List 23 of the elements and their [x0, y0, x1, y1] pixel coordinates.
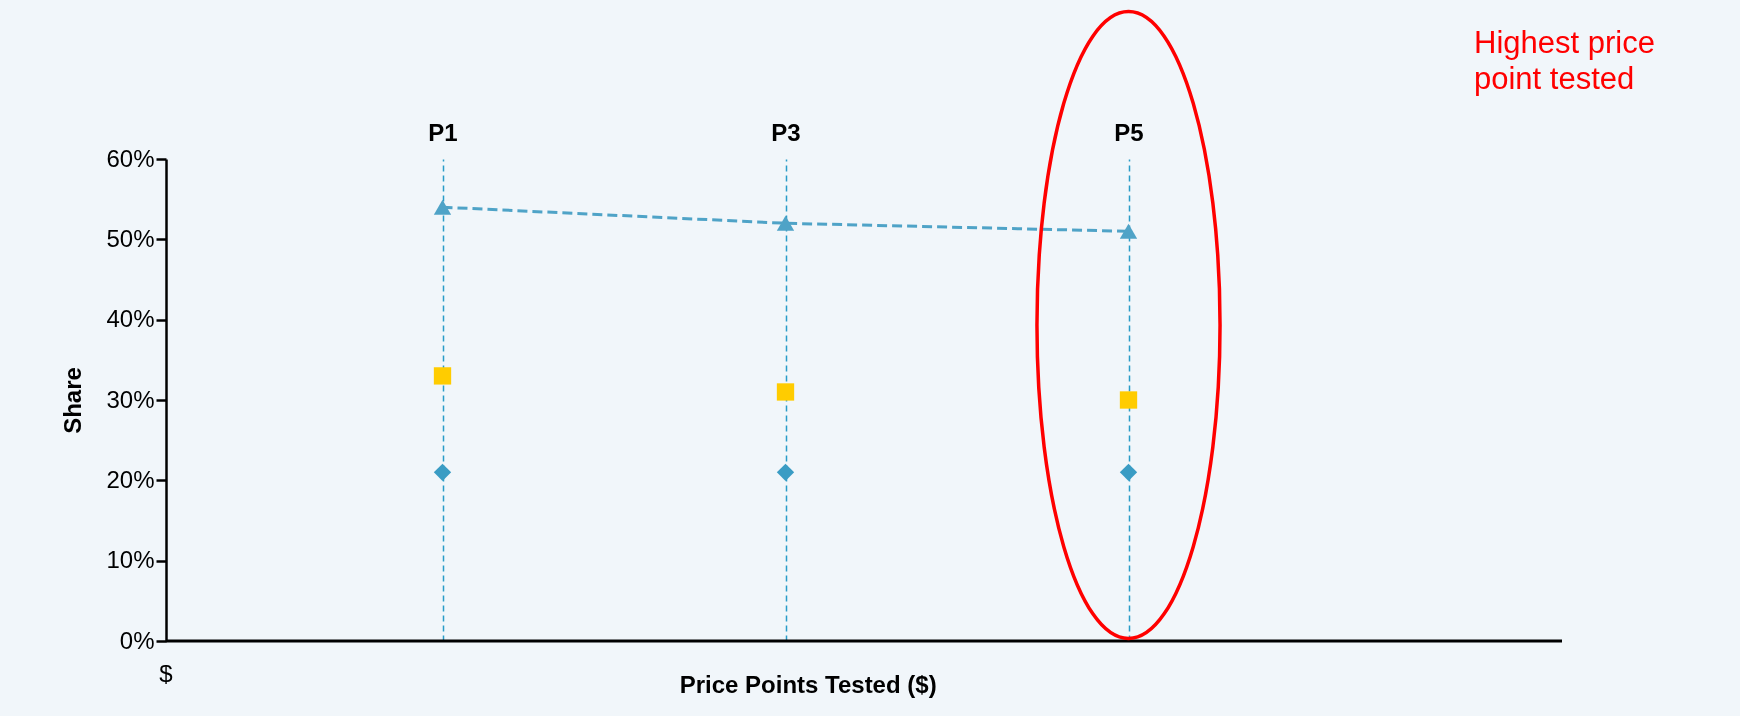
y-tick-label: 0%	[119, 626, 155, 654]
point	[1119, 223, 1138, 239]
x-tick-label: P5	[1114, 118, 1144, 146]
y-tick-label: 10%	[106, 546, 155, 574]
y-tick-label: 40%	[106, 305, 155, 333]
text: $	[159, 660, 173, 687]
point	[433, 463, 452, 481]
point	[776, 463, 795, 481]
y-tick-label: 60%	[106, 144, 155, 172]
point	[1119, 463, 1138, 481]
y-axis-title: Share	[59, 367, 87, 434]
point	[1119, 391, 1138, 409]
y-tick-label: 50%	[106, 224, 155, 252]
y-tick-label: 20%	[106, 465, 155, 493]
point	[776, 215, 795, 231]
point	[433, 367, 452, 385]
point	[776, 383, 795, 401]
x-axis-title: Price Points Tested ($)	[679, 671, 937, 698]
text: Highest price point tested	[1474, 25, 1655, 96]
point	[433, 199, 452, 215]
x-tick-label: P3	[771, 118, 801, 146]
x-tick-label: P1	[428, 118, 458, 146]
y-tick-label: 30%	[106, 385, 155, 413]
